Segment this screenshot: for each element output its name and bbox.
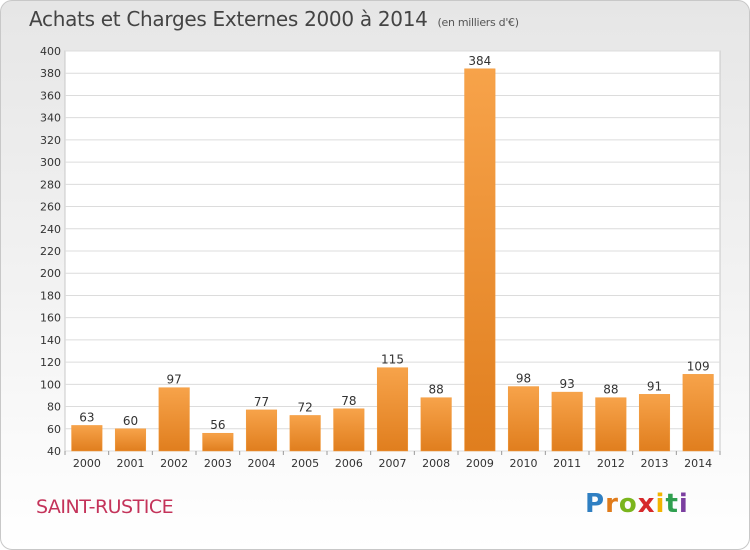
value-label-2001: 60 (123, 414, 138, 428)
bar-2005 (289, 415, 321, 452)
y-tick-label: 120 (40, 356, 61, 369)
chart-title: Achats et Charges Externes 2000 à 2014 (e… (29, 7, 519, 31)
logo-letter: r (605, 489, 619, 519)
y-tick-label: 320 (40, 134, 61, 147)
value-label-2008: 88 (429, 383, 444, 397)
bar-2014 (682, 374, 714, 452)
y-tick-label: 240 (40, 223, 61, 236)
bar-2011 (551, 391, 583, 452)
bar-2012 (595, 397, 627, 452)
unit-note: (en milliers d'€) (437, 16, 519, 29)
x-tick-label: 2012 (597, 457, 625, 470)
value-label-2009: 384 (468, 54, 491, 68)
bar-2008 (420, 397, 452, 452)
value-label-2003: 56 (210, 418, 225, 432)
logo-letter: i (655, 489, 666, 519)
value-label-2004: 77 (254, 395, 269, 409)
bar-2007 (376, 367, 409, 452)
bar-2006 (333, 408, 365, 452)
logo-letter: o (618, 489, 638, 519)
x-tick-label: 2002 (160, 457, 188, 470)
y-tick-label: 220 (40, 245, 61, 258)
y-tick-label: 280 (40, 178, 61, 191)
value-label-2000: 63 (79, 410, 94, 424)
x-axis: 2000 2001 2002 2003 2004 2005 2006 2007 2008 2009… (64, 451, 721, 470)
x-tick-label: 2008 (422, 457, 450, 470)
y-tick-label: 140 (40, 334, 61, 347)
y-tick-label: 400 (40, 45, 61, 58)
y-tick-label: 40 (47, 445, 61, 458)
bar-2013 (638, 394, 671, 452)
y-tick-label: 80 (47, 401, 61, 414)
x-tick-label: 2005 (291, 457, 319, 470)
x-tick-label: 2003 (204, 457, 232, 470)
y-axis: 40 60 80 100 120 140 160 180 200 220 240 260 280 300 3… (40, 45, 61, 458)
bar-2004 (245, 409, 278, 452)
x-tick-label: 2009 (466, 457, 494, 470)
bar-2003 (202, 432, 234, 452)
x-tick-label: 2007 (379, 457, 407, 470)
y-tick-label: 380 (40, 67, 61, 80)
x-tick-label: 2010 (510, 457, 538, 470)
y-tick-label: 100 (40, 378, 61, 391)
x-tick-label: 2006 (335, 457, 363, 470)
x-tick-label: 2004 (248, 457, 276, 470)
value-label-2011: 93 (560, 377, 575, 391)
bar-2002 (158, 387, 190, 452)
y-tick-label: 160 (40, 312, 61, 325)
bar-2000 (71, 425, 103, 452)
logo-letter: t (665, 489, 679, 519)
y-tick-label: 260 (40, 201, 61, 214)
logo-letter: x (637, 489, 656, 519)
value-label-2014: 109 (687, 359, 710, 373)
logo-letter: i (678, 489, 689, 519)
y-tick-label: 360 (40, 89, 61, 102)
bar-2001 (114, 428, 147, 452)
x-tick-label: 2014 (684, 457, 712, 470)
y-tick-label: 200 (40, 267, 61, 280)
value-label-2002: 97 (167, 373, 182, 387)
y-tick-label: 340 (40, 112, 61, 125)
bar-2009 (464, 68, 496, 452)
y-tick-label: 60 (47, 423, 61, 436)
x-tick-label: 2000 (73, 457, 101, 470)
title-text: Achats et Charges Externes 2000 à 2014 (29, 7, 428, 31)
y-tick-label: 300 (40, 156, 61, 169)
value-label-2010: 98 (516, 372, 531, 386)
value-label-2006: 78 (341, 394, 356, 408)
y-tick-label: 180 (40, 289, 61, 302)
x-tick-label: 2011 (553, 457, 581, 470)
value-label-2005: 72 (298, 400, 313, 414)
proxiti-logo: Proxiti (585, 489, 689, 519)
value-label-2007: 115 (381, 353, 404, 367)
value-labels: 63 60 97 56 77 72 78 115 88 384 98 93 88 91 109 (79, 54, 709, 432)
x-tick-label: 2001 (117, 457, 145, 470)
x-tick-label: 2013 (641, 457, 669, 470)
value-label-2013: 91 (647, 379, 662, 393)
logo-letter: P (585, 489, 606, 519)
commune-name: SAINT-RUSTICE (36, 496, 174, 518)
value-label-2012: 88 (603, 383, 618, 397)
bar-2010 (507, 386, 540, 452)
bars (71, 68, 714, 452)
